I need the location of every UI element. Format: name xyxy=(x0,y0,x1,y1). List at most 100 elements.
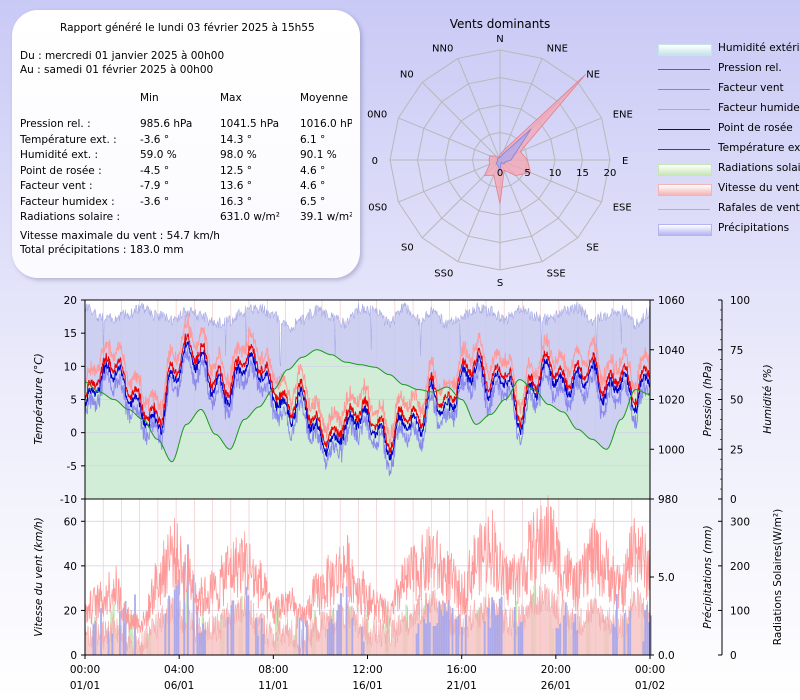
precip-bar xyxy=(563,615,565,655)
report-cell-max: 98.0 % xyxy=(220,149,257,161)
legend-item: Facteur humidex xyxy=(658,100,800,120)
wind-tick-label: 20 xyxy=(64,605,77,617)
solar-bar xyxy=(384,606,387,655)
precip-bar xyxy=(521,621,524,655)
legend-swatch xyxy=(658,44,712,56)
precip-bar xyxy=(306,620,308,655)
legend-swatch xyxy=(658,149,710,150)
report-cell-min: -3.6 ° xyxy=(140,133,170,146)
report-cell-avg: 39.1 w/m² xyxy=(300,211,352,223)
precip-bar xyxy=(202,623,204,655)
precip-bar xyxy=(415,633,418,655)
x-tick-date: 01/01 xyxy=(70,680,100,692)
humidity-tick-label: 0 xyxy=(730,494,737,506)
solar-axis-title: Radiations Solaires(W/m²) xyxy=(772,509,784,645)
report-cell-avg: 6.5 ° xyxy=(300,195,326,208)
humidity-tick-label: 25 xyxy=(730,444,743,456)
precip-bar xyxy=(345,586,348,655)
precip-bar xyxy=(351,617,354,655)
precip-bar xyxy=(461,627,463,655)
precip-bar xyxy=(326,629,329,655)
legend-label: Point de rosée xyxy=(718,122,793,134)
report-cell-max: 14.3 ° xyxy=(220,133,252,146)
precip-bar xyxy=(173,589,176,655)
precip-bar xyxy=(629,610,632,655)
temp-tick-label: 0 xyxy=(70,428,77,440)
legend-swatch xyxy=(658,184,712,196)
report-cell-avg: 4.6 ° xyxy=(300,180,326,192)
x-tick-time: 00:00 xyxy=(635,664,665,676)
pressure-tick-label: 1060 xyxy=(658,295,685,307)
precip-bar xyxy=(245,586,248,655)
precip-bar xyxy=(615,594,618,655)
precip-bar xyxy=(328,622,331,655)
x-tick-date: 26/01 xyxy=(541,680,571,692)
precip-bar xyxy=(92,624,95,655)
precip-bar xyxy=(175,585,178,655)
precip-bar xyxy=(564,602,567,655)
precip-bar xyxy=(559,623,562,655)
report-cell-min: -3.6 ° xyxy=(140,195,170,208)
x-tick-date: 11/01 xyxy=(258,680,288,692)
precip-bar xyxy=(204,629,206,655)
wind-axis-title: Vitesse du vent (km/h) xyxy=(33,517,45,637)
precip-bar xyxy=(432,625,435,655)
precip-bar xyxy=(495,615,497,655)
precip-bar xyxy=(572,622,575,655)
precip-bar xyxy=(302,611,305,655)
precip-bar xyxy=(100,608,102,655)
precip-bar xyxy=(226,617,229,655)
precip-bar xyxy=(177,579,180,655)
x-tick-time: 08:00 xyxy=(258,664,288,676)
legend-label: Radiations solaires xyxy=(718,162,800,174)
precip-bar xyxy=(336,610,339,655)
legend-swatch xyxy=(658,89,710,90)
temp-tick-label: 20 xyxy=(64,295,77,307)
report-cell-label: Radiations solaire : xyxy=(20,211,121,223)
report-cell-label: Point de rosée : xyxy=(20,164,102,177)
x-tick-date: 06/01 xyxy=(164,680,194,692)
legend-label: Vitesse du vent xyxy=(718,182,800,194)
report-cell-max: 12.5 ° xyxy=(220,164,252,177)
precip-tick-label: 0.0 xyxy=(658,650,675,662)
temp-tick-label: -5 xyxy=(67,461,77,473)
legend-label: Rafales de vent xyxy=(718,202,800,214)
precip-bar xyxy=(493,603,495,655)
report-cell-avg: 1016.0 hPa xyxy=(300,118,352,130)
precip-bar xyxy=(489,627,492,655)
solar-bar xyxy=(185,589,188,655)
precip-bar xyxy=(574,613,577,655)
x-tick-time: 20:00 xyxy=(541,664,571,676)
legend-label: Pression rel. xyxy=(718,62,782,74)
precip-bar xyxy=(111,633,114,655)
legend-item: Rafales de vent xyxy=(658,200,800,220)
legend-swatch xyxy=(658,224,712,236)
precip-bar xyxy=(444,603,446,655)
report-cell-label: Température ext. : xyxy=(20,133,117,146)
legend-swatch xyxy=(658,129,710,130)
report-cell-label: Humidité ext. : xyxy=(20,149,99,161)
gust-line xyxy=(84,495,651,634)
humidity-tick-label: 50 xyxy=(730,395,743,407)
solar-bar xyxy=(130,615,133,655)
humidex-line xyxy=(84,314,651,445)
pressure-tick-label: 980 xyxy=(658,494,678,506)
precip-bar xyxy=(164,613,167,655)
precip-bar xyxy=(428,622,431,655)
solar-tick-label: 100 xyxy=(730,605,750,617)
col-max-header: Max xyxy=(220,92,242,104)
report-cell-avg: 6.1 ° xyxy=(300,133,326,146)
precip-bar xyxy=(457,615,460,655)
legend-item: Facteur vent xyxy=(658,80,798,100)
x-tick-date: 01/02 xyxy=(635,680,665,692)
precip-bar xyxy=(247,595,250,655)
solar-tick-label: 300 xyxy=(730,516,750,528)
precip-bar xyxy=(500,596,503,655)
legend-label: Humidité extérieure xyxy=(718,42,800,54)
precip-bar xyxy=(94,620,97,655)
precip-bar xyxy=(436,623,439,655)
precip-bar xyxy=(650,615,652,655)
precip-bar xyxy=(648,622,650,655)
legend-swatch xyxy=(658,69,710,70)
legend-swatch xyxy=(658,109,710,110)
